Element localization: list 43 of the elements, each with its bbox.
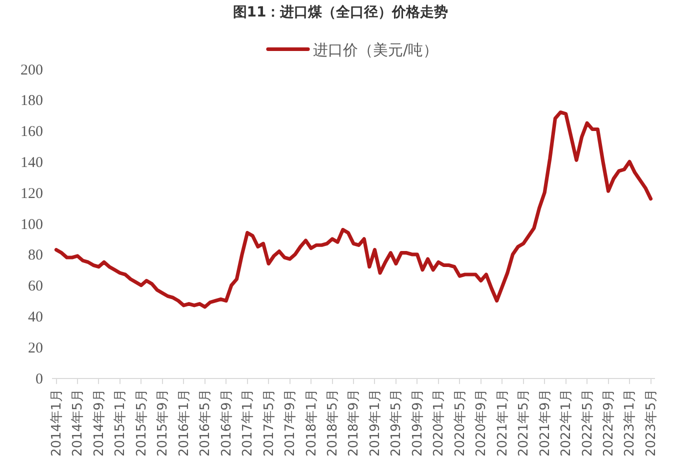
y-tick-label: 40 — [28, 309, 43, 326]
x-tick-label: 2020年1月 — [432, 389, 447, 457]
x-tick-label: 2019年9月 — [410, 389, 426, 457]
x-tick-label: 2018年9月 — [346, 389, 362, 457]
x-tick-label: 2016年1月 — [176, 389, 192, 457]
x-tick-label: 2020年9月 — [474, 389, 490, 457]
y-tick-label: 80 — [28, 248, 43, 264]
x-tick-label: 2015年5月 — [134, 389, 150, 457]
x-tick-label: 2016年5月 — [198, 389, 214, 457]
x-tick-label: 2015年1月 — [113, 389, 128, 457]
x-tick-label: 2015年9月 — [156, 389, 171, 457]
x-tick-label: 2019年5月 — [389, 389, 404, 457]
y-tick-label: 200 — [20, 62, 43, 78]
y-tick-label: 60 — [28, 278, 43, 295]
x-tick-label: 2017年5月 — [262, 389, 277, 457]
x-tick-label: 2022年9月 — [602, 389, 617, 457]
x-tick-label: 2021年1月 — [495, 389, 510, 457]
x-tick-label: 2023年1月 — [622, 389, 638, 457]
y-tick-label: 140 — [20, 154, 43, 171]
x-tick-label: 2014年9月 — [92, 389, 107, 457]
line-series — [54, 110, 653, 309]
x-tick-label: 2017年9月 — [283, 389, 298, 457]
x-tick-label: 2021年5月 — [516, 389, 532, 457]
x-tick-label: 2020年5月 — [452, 389, 468, 457]
y-tick-label: 160 — [20, 124, 43, 140]
y-tick-label: 180 — [20, 93, 43, 110]
x-tick-label: 2018年1月 — [304, 389, 320, 457]
x-tick-label: 2016年9月 — [219, 389, 234, 457]
legend-label: 进口价（美元/吨） — [313, 41, 438, 60]
x-tick-label: 2019年1月 — [368, 389, 383, 457]
x-tick-label: 2022年5月 — [580, 389, 596, 457]
y-tick-label: 20 — [28, 340, 43, 356]
y-tick-label: 120 — [20, 186, 43, 202]
y-tick-label: 0 — [36, 371, 43, 388]
y-tick-label: 100 — [20, 216, 43, 233]
x-tick-label: 2018年5月 — [325, 389, 340, 457]
x-tick-label: 2023年5月 — [644, 389, 659, 457]
x-tick-label: 2014年1月 — [49, 389, 64, 457]
x-tick-label: 2017年1月 — [240, 389, 256, 457]
x-tick-label: 2021年9月 — [538, 389, 553, 457]
x-tick-label: 2014年5月 — [70, 389, 86, 457]
x-tick-label: 2022年1月 — [559, 389, 574, 457]
chart-title: 图11：进口煤（全口径）价格走势 — [232, 4, 448, 21]
